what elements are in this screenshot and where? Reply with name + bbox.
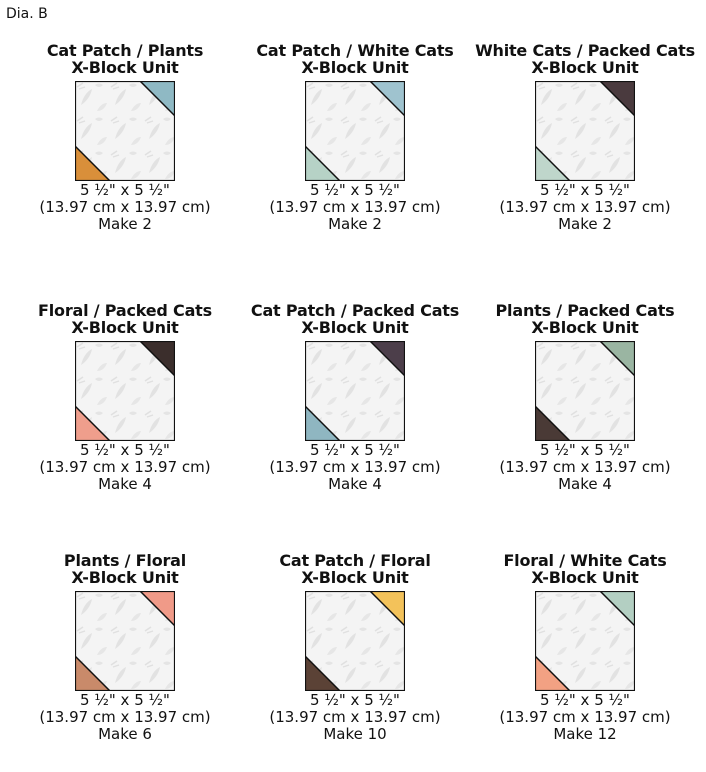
unit-subtitle: X-Block Unit [71, 58, 179, 77]
unit-quantity: Make 12 [553, 725, 617, 743]
unit-subtitle: X-Block Unit [531, 568, 639, 587]
x-block-diagram [305, 341, 405, 441]
unit-size: 5 ½" x 5 ½" [310, 181, 400, 199]
x-block-unit: Floral / White Cats X-Block Unit 5 ½" x … [465, 552, 705, 743]
unit-size: 5 ½" x 5 ½" [540, 691, 630, 709]
x-block-diagram [535, 341, 635, 441]
unit-title: Cat Patch / Plants [46, 41, 204, 60]
x-block-diagram [75, 591, 175, 691]
unit-size-metric: (13.97 cm x 13.97 cm) [39, 458, 211, 476]
unit-size-metric: (13.97 cm x 13.97 cm) [39, 708, 211, 726]
x-block-unit: Cat Patch / White Cats X-Block Unit 5 ½"… [235, 42, 475, 233]
unit-size: 5 ½" x 5 ½" [540, 181, 630, 199]
unit-subtitle: X-Block Unit [71, 568, 179, 587]
unit-quantity: Make 4 [98, 475, 152, 493]
unit-size: 5 ½" x 5 ½" [80, 441, 170, 459]
unit-quantity: Make 2 [98, 215, 152, 233]
unit-title: White Cats / Packed Cats [475, 41, 695, 60]
unit-quantity: Make 4 [558, 475, 612, 493]
unit-subtitle: X-Block Unit [301, 58, 409, 77]
unit-quantity: Make 2 [558, 215, 612, 233]
unit-size-metric: (13.97 cm x 13.97 cm) [499, 708, 671, 726]
unit-title: Cat Patch / White Cats [256, 41, 454, 60]
x-block-unit: Cat Patch / Floral X-Block Unit 5 ½" x 5… [235, 552, 475, 743]
unit-size: 5 ½" x 5 ½" [80, 691, 170, 709]
x-block-diagram [75, 81, 175, 181]
x-block-unit: Plants / Floral X-Block Unit 5 ½" x 5 ½"… [5, 552, 245, 743]
unit-subtitle: X-Block Unit [301, 318, 409, 337]
x-block-unit: Cat Patch / Plants X-Block Unit 5 ½" x 5… [5, 42, 245, 233]
x-block-unit: Floral / Packed Cats X-Block Unit 5 ½" x… [5, 302, 245, 493]
unit-quantity: Make 10 [323, 725, 387, 743]
unit-size-metric: (13.97 cm x 13.97 cm) [499, 458, 671, 476]
unit-quantity: Make 2 [328, 215, 382, 233]
unit-title: Plants / Floral [63, 551, 187, 570]
unit-subtitle: X-Block Unit [531, 58, 639, 77]
unit-size: 5 ½" x 5 ½" [310, 441, 400, 459]
x-block-unit: White Cats / Packed Cats X-Block Unit 5 … [465, 42, 705, 233]
x-block-diagram [535, 591, 635, 691]
figure-label: Dia. B [6, 6, 48, 22]
unit-quantity: Make 4 [328, 475, 382, 493]
unit-size: 5 ½" x 5 ½" [540, 441, 630, 459]
unit-size: 5 ½" x 5 ½" [80, 181, 170, 199]
unit-size-metric: (13.97 cm x 13.97 cm) [269, 708, 441, 726]
unit-quantity: Make 6 [98, 725, 152, 743]
unit-title: Cat Patch / Packed Cats [250, 301, 460, 320]
x-block-unit: Plants / Packed Cats X-Block Unit 5 ½" x… [465, 302, 705, 493]
x-block-unit: Cat Patch / Packed Cats X-Block Unit 5 ½… [235, 302, 475, 493]
unit-title: Cat Patch / Floral [279, 551, 431, 570]
x-block-diagram [75, 341, 175, 441]
unit-title: Floral / Packed Cats [38, 301, 212, 320]
unit-size-metric: (13.97 cm x 13.97 cm) [499, 198, 671, 216]
unit-title: Floral / White Cats [503, 551, 667, 570]
unit-size: 5 ½" x 5 ½" [310, 691, 400, 709]
unit-subtitle: X-Block Unit [301, 568, 409, 587]
x-block-diagram [305, 591, 405, 691]
unit-subtitle: X-Block Unit [531, 318, 639, 337]
unit-size-metric: (13.97 cm x 13.97 cm) [269, 198, 441, 216]
x-block-diagram [535, 81, 635, 181]
unit-subtitle: X-Block Unit [71, 318, 179, 337]
unit-size-metric: (13.97 cm x 13.97 cm) [269, 458, 441, 476]
unit-title: Plants / Packed Cats [495, 301, 675, 320]
unit-size-metric: (13.97 cm x 13.97 cm) [39, 198, 211, 216]
x-block-diagram [305, 81, 405, 181]
